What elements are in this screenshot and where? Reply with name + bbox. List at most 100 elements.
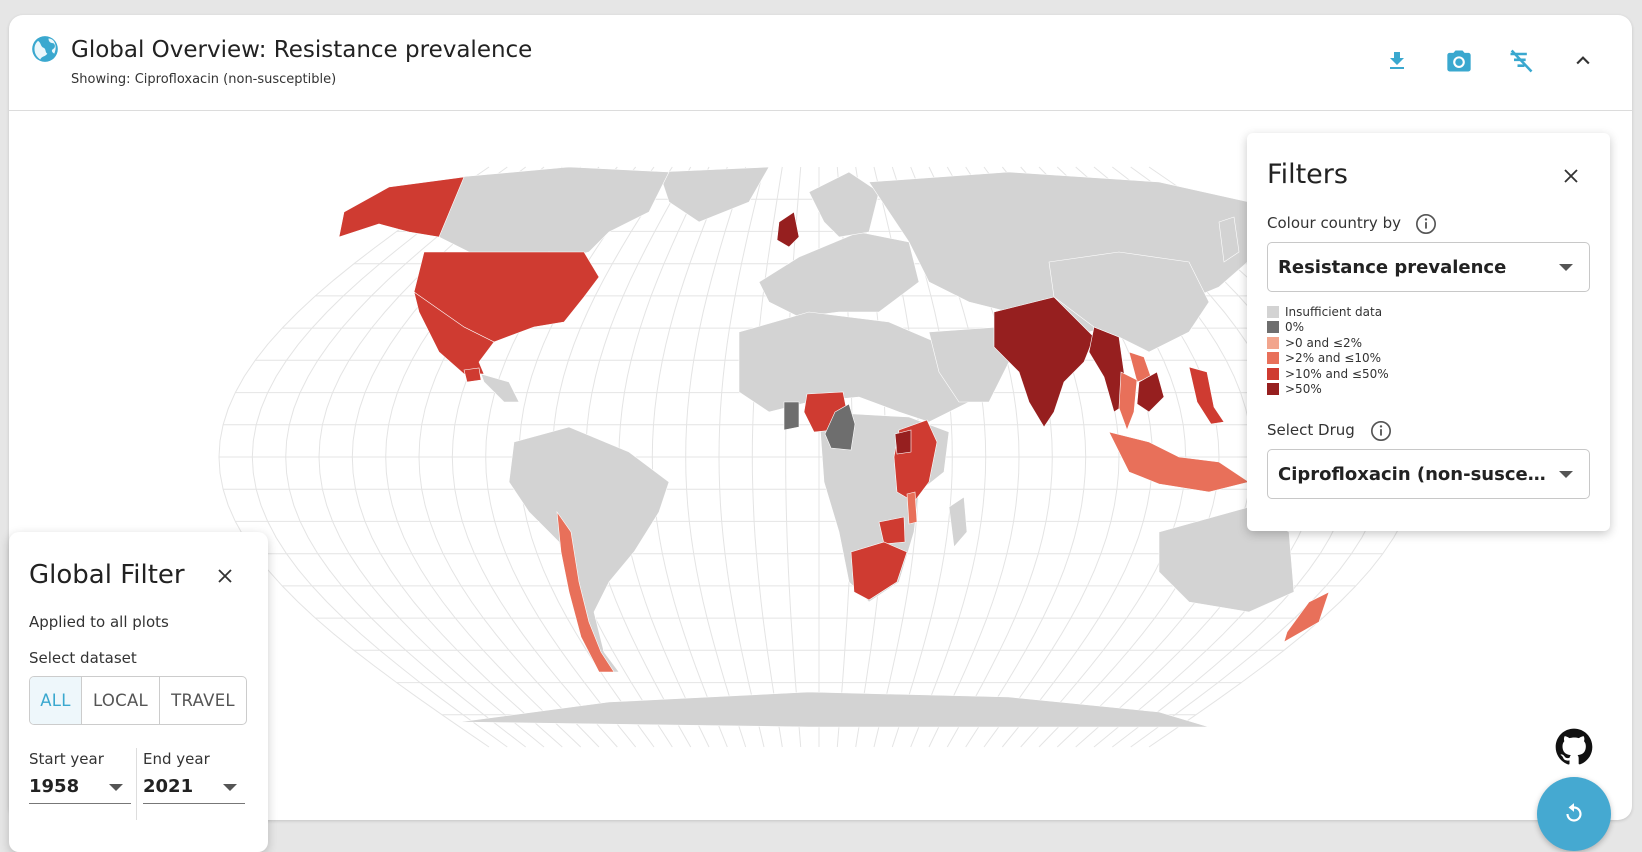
country-south-africa — [850, 541, 908, 601]
country-uk — [776, 211, 800, 248]
legend-item: 0% — [1267, 320, 1389, 336]
country-central-america — [480, 373, 520, 403]
country-malawi — [906, 491, 918, 525]
legend-item: >0 and ≤2% — [1267, 335, 1389, 351]
start-year-field: Start year 1958 — [29, 750, 131, 804]
country-chile — [556, 510, 615, 673]
drug-label: Select Drug — [1267, 421, 1355, 439]
country-china — [1048, 251, 1210, 353]
global-filter-title: Global Filter — [29, 560, 185, 590]
end-year-select[interactable]: 2021 — [143, 774, 245, 804]
globe-icon — [32, 36, 58, 62]
colour-by-value: Resistance prevalence — [1278, 257, 1507, 278]
global-filter-panel: Global Filter Applied to all plots Selec… — [9, 532, 268, 852]
country-guatemala — [463, 367, 482, 383]
colour-by-label: Colour country by — [1267, 214, 1401, 232]
legend-item: >10% and ≤50% — [1267, 366, 1389, 382]
page-title: Global Overview: Resistance prevalence — [71, 37, 533, 63]
camera-icon — [1447, 50, 1471, 72]
global-filter-close-button[interactable] — [211, 562, 239, 590]
screenshot-button[interactable] — [1441, 43, 1477, 79]
info-icon[interactable] — [1370, 420, 1392, 442]
collapse-button[interactable] — [1565, 43, 1601, 79]
download-button[interactable] — [1379, 43, 1415, 79]
country-philippines — [1188, 366, 1225, 425]
start-year-value: 1958 — [29, 776, 80, 797]
country-mexico — [413, 291, 495, 375]
close-icon — [1564, 169, 1578, 183]
map-legend: Insufficient data 0% >0 and ≤2% >2% and ≤10… — [1267, 304, 1389, 397]
country-india — [993, 296, 1095, 428]
dataset-all-button[interactable]: ALL — [30, 677, 82, 724]
end-year-field: End year 2021 — [143, 750, 245, 804]
refresh-icon — [1566, 803, 1582, 822]
chevron-down-icon — [223, 784, 237, 791]
country-ghana — [783, 401, 800, 431]
chevron-down-icon — [109, 784, 123, 791]
applied-text: Applied to all plots — [29, 613, 169, 631]
dataset-local-button[interactable]: LOCAL — [82, 677, 160, 724]
country-europe — [758, 231, 920, 318]
chevron-down-icon — [1559, 264, 1573, 271]
drug-value: Ciprofloxacin (non-susceptible) — [1278, 464, 1548, 485]
start-year-label: Start year — [29, 750, 104, 768]
country-south-america — [508, 426, 670, 673]
country-antarctica — [458, 691, 1210, 728]
filters-close-button[interactable] — [1557, 162, 1585, 190]
github-icon[interactable] — [1554, 727, 1594, 767]
country-thailand — [1118, 371, 1138, 431]
legend-item: >2% and ≤10% — [1267, 351, 1389, 367]
country-indonesia — [1108, 431, 1250, 493]
world-map-svg — [218, 166, 1420, 748]
country-cambodia-vietnam — [1136, 371, 1165, 413]
end-year-value: 2021 — [143, 776, 194, 797]
country-canada — [428, 166, 670, 263]
legend-label: 0% — [1285, 320, 1305, 335]
country-zimbabwe — [878, 516, 906, 545]
country-africa-north — [738, 311, 970, 423]
legend-swatch — [1267, 383, 1279, 396]
legend-label: >10% and ≤50% — [1285, 366, 1389, 381]
dataset-label: Select dataset — [29, 649, 137, 667]
legend-item: >50% — [1267, 382, 1389, 398]
legend-swatch — [1267, 352, 1279, 365]
dataset-toggle: ALL LOCAL TRAVEL — [29, 676, 247, 725]
legend-swatch — [1267, 367, 1279, 380]
chevron-down-icon — [1559, 471, 1573, 478]
country-shapes — [338, 166, 1330, 728]
chevron-up-icon — [1576, 56, 1590, 65]
legend-swatch — [1267, 336, 1279, 349]
close-icon — [218, 569, 232, 583]
dataset-travel-button[interactable]: TRAVEL — [171, 691, 235, 710]
country-japan — [1218, 216, 1240, 263]
legend-item: Insufficient data — [1267, 304, 1389, 320]
legend-label: >0 and ≤2% — [1285, 335, 1362, 350]
world-map[interactable] — [9, 112, 1632, 820]
filters-panel: Filters Colour country by Resistance pre… — [1247, 133, 1610, 531]
card-header: Global Overview: Resistance prevalence S… — [9, 15, 1632, 111]
info-icon[interactable] — [1415, 213, 1437, 235]
start-year-select[interactable]: 1958 — [29, 774, 131, 804]
divider — [136, 748, 137, 820]
country-scandinavia — [808, 171, 880, 238]
legend-swatch — [1267, 305, 1279, 318]
clear-filters-button[interactable] — [1503, 43, 1539, 79]
filter-off-icon — [1510, 49, 1533, 73]
legend-label: Insufficient data — [1285, 304, 1383, 319]
country-madagascar — [948, 496, 968, 548]
download-icon — [1390, 52, 1404, 69]
legend-label: >2% and ≤10% — [1285, 351, 1382, 366]
legend-swatch — [1267, 321, 1279, 334]
reset-button[interactable] — [1537, 777, 1611, 851]
drug-select[interactable]: Ciprofloxacin (non-susceptible) — [1267, 449, 1590, 499]
country-greenland — [658, 166, 770, 223]
colour-by-select[interactable]: Resistance prevalence — [1267, 242, 1590, 292]
country-cameroon — [824, 403, 856, 451]
page-subtitle: Showing: Ciprofloxacin (non-susceptible) — [71, 72, 337, 87]
end-year-label: End year — [143, 750, 210, 768]
country-new-zealand — [1283, 591, 1330, 643]
country-uganda — [894, 429, 912, 455]
country-alaska — [338, 176, 465, 238]
legend-label: >50% — [1285, 382, 1322, 397]
filters-title: Filters — [1267, 159, 1348, 190]
